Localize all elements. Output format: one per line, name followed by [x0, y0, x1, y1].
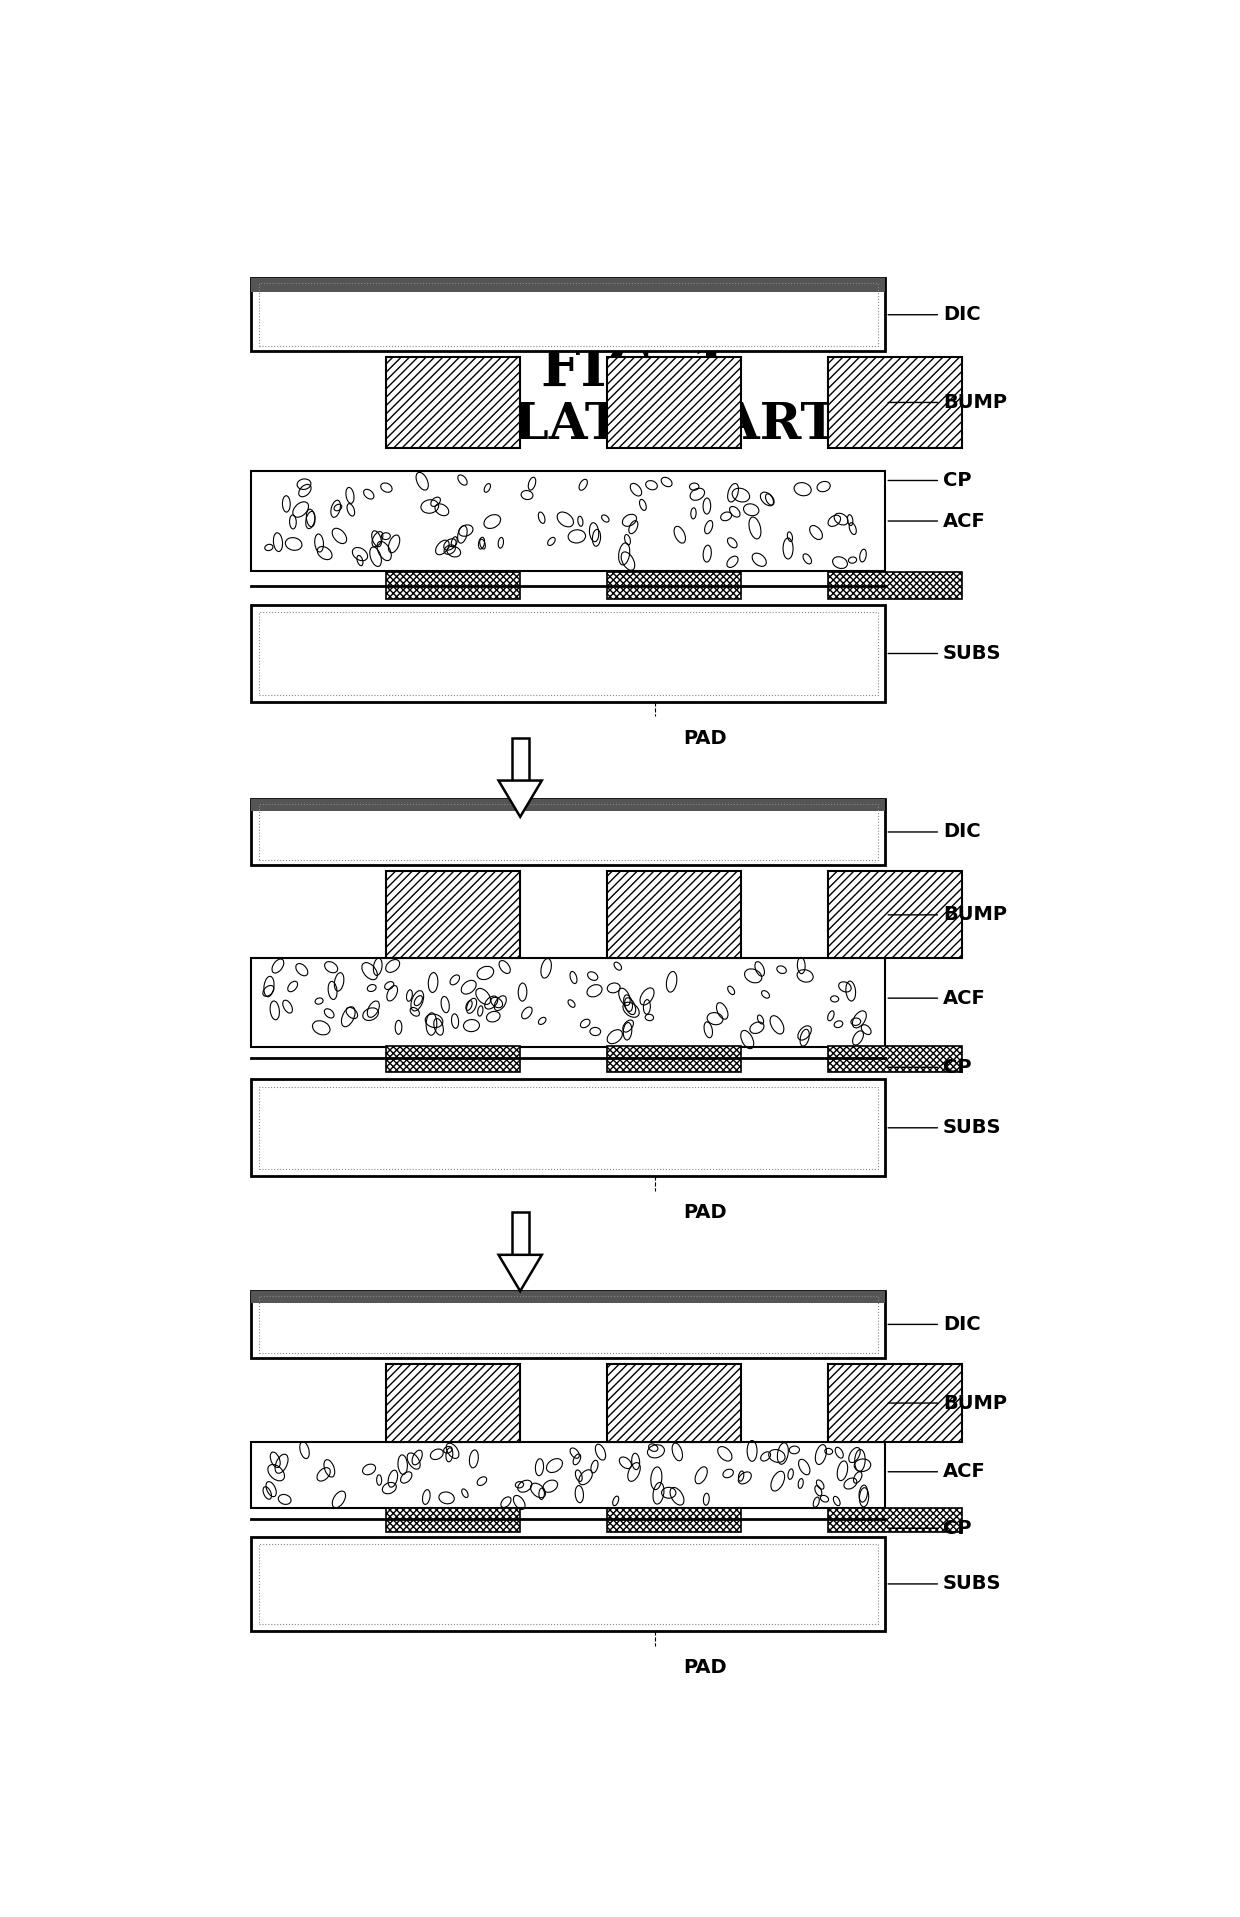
- Bar: [606, 357, 742, 449]
- Bar: [386, 573, 521, 598]
- Bar: [828, 1363, 962, 1442]
- Polygon shape: [498, 1256, 542, 1292]
- Text: [RELATED ART]: [RELATED ART]: [410, 401, 861, 449]
- Text: FIG. 1: FIG. 1: [542, 343, 729, 397]
- Bar: [250, 799, 885, 811]
- Text: SUBS: SUBS: [888, 1574, 1002, 1593]
- Bar: [250, 278, 885, 351]
- Bar: [606, 1045, 742, 1072]
- Text: DIC: DIC: [888, 305, 981, 324]
- Bar: [259, 1087, 878, 1169]
- Bar: [259, 284, 878, 347]
- Bar: [512, 738, 528, 780]
- Text: DIC: DIC: [888, 1315, 981, 1334]
- Bar: [250, 958, 885, 1047]
- Bar: [250, 1537, 885, 1631]
- Bar: [259, 803, 878, 861]
- Bar: [386, 872, 521, 958]
- Bar: [606, 1507, 742, 1532]
- Bar: [250, 472, 885, 571]
- Text: BUMP: BUMP: [888, 1394, 1007, 1413]
- Bar: [606, 1363, 742, 1442]
- Bar: [259, 1296, 878, 1353]
- Text: PAD: PAD: [683, 1658, 727, 1677]
- Bar: [250, 1442, 885, 1507]
- Text: CP: CP: [888, 1058, 971, 1077]
- Bar: [606, 872, 742, 958]
- Text: ACF: ACF: [888, 512, 986, 531]
- Text: CP: CP: [888, 472, 971, 491]
- Bar: [828, 357, 962, 449]
- Bar: [259, 612, 878, 694]
- Bar: [250, 1292, 885, 1304]
- Bar: [250, 606, 885, 702]
- Text: BUMP: BUMP: [888, 905, 1007, 924]
- Bar: [828, 573, 962, 598]
- Bar: [386, 1045, 521, 1072]
- Bar: [828, 1045, 962, 1072]
- Bar: [386, 357, 521, 449]
- Bar: [386, 1507, 521, 1532]
- Bar: [828, 1507, 962, 1532]
- Bar: [250, 1292, 885, 1357]
- Text: DIC: DIC: [888, 822, 981, 842]
- Text: ACF: ACF: [888, 1463, 986, 1482]
- Bar: [512, 1212, 528, 1256]
- Polygon shape: [498, 780, 542, 817]
- Bar: [250, 278, 885, 291]
- Bar: [259, 1543, 878, 1624]
- Text: PAD: PAD: [683, 728, 727, 748]
- Text: CP: CP: [888, 1518, 971, 1537]
- Text: SUBS: SUBS: [888, 1118, 1002, 1137]
- Text: SUBS: SUBS: [888, 644, 1002, 663]
- Bar: [606, 573, 742, 598]
- Bar: [250, 1079, 885, 1177]
- Text: BUMP: BUMP: [888, 393, 1007, 412]
- Text: ACF: ACF: [888, 989, 986, 1008]
- Bar: [386, 1363, 521, 1442]
- Bar: [250, 799, 885, 865]
- Text: PAD: PAD: [683, 1204, 727, 1221]
- Bar: [828, 872, 962, 958]
